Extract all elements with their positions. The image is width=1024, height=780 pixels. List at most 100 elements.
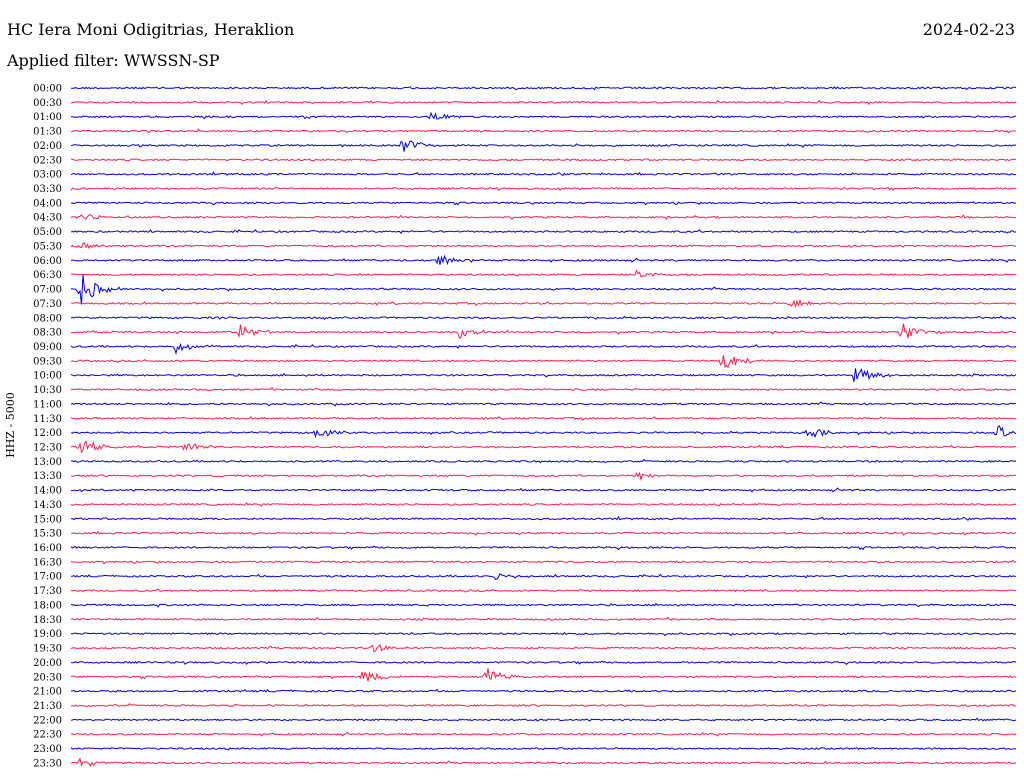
trace-line — [70, 368, 1017, 382]
time-tick-label: 16:30 — [33, 557, 62, 568]
time-tick-label: 21:00 — [33, 687, 62, 698]
trace-line — [70, 158, 1017, 162]
trace-line — [70, 545, 1017, 551]
trace-line — [70, 717, 1017, 722]
time-tick-label: 17:00 — [33, 572, 62, 583]
time-tick-label: 22:00 — [33, 715, 62, 726]
time-tick-label: 03:00 — [33, 170, 62, 181]
time-tick-label: 22:30 — [33, 730, 62, 741]
trace-line — [70, 588, 1017, 593]
trace-line — [70, 323, 1017, 339]
filter-label: Applied filter: WWSSN-SP — [7, 51, 220, 70]
trace-line — [70, 242, 1017, 250]
time-tick-label: 19:00 — [33, 629, 62, 640]
trace-line — [70, 631, 1017, 637]
trace-line — [70, 757, 1016, 767]
trace-line — [70, 471, 1017, 482]
time-tick-label: 02:30 — [33, 155, 62, 166]
time-tick-label: 06:30 — [33, 270, 62, 281]
time-tick-label: 01:00 — [33, 112, 62, 123]
trace-line — [70, 502, 1017, 507]
trace-line — [71, 573, 1017, 580]
time-tick-label: 23:30 — [33, 758, 62, 769]
trace-line — [70, 99, 1017, 106]
time-tick-label: 08:00 — [33, 313, 62, 324]
date-label: 2024-02-23 — [922, 20, 1015, 39]
time-tick-label: 13:00 — [33, 457, 62, 468]
time-tick-label: 12:30 — [33, 443, 62, 454]
trace-line — [70, 355, 1017, 369]
trace-line — [70, 171, 1016, 177]
trace-line — [70, 342, 1017, 355]
trace-line — [70, 425, 1017, 439]
time-tick-label: 02:00 — [33, 141, 62, 152]
trace-line — [70, 229, 1017, 235]
time-tick-label: 16:00 — [33, 543, 62, 554]
time-tick-label: 05:00 — [33, 227, 62, 238]
time-tick-label: 08:30 — [33, 328, 62, 339]
time-tick-label: 11:00 — [33, 399, 62, 410]
time-tick-label: 15:00 — [33, 514, 62, 525]
time-tick-label: 00:00 — [33, 84, 62, 95]
time-tick-label: 01:30 — [33, 127, 62, 138]
time-tick-label: 20:30 — [33, 672, 62, 683]
trace-line — [70, 315, 1017, 321]
time-tick-label: 14:30 — [33, 500, 62, 511]
time-tick-label: 04:30 — [33, 213, 62, 224]
time-tick-label: 14:00 — [33, 486, 62, 497]
trace-line — [70, 186, 1017, 192]
time-tick-label: 13:30 — [33, 471, 62, 482]
trace-line — [70, 140, 1017, 152]
trace-line — [70, 731, 1017, 737]
time-tick-label: 18:30 — [33, 615, 62, 626]
trace-line — [70, 254, 1017, 266]
trace-line — [70, 747, 1017, 751]
trace-line — [70, 386, 1016, 391]
time-tick-label: 05:30 — [33, 241, 62, 252]
time-tick-label: 07:30 — [33, 299, 62, 310]
trace-line — [70, 214, 1017, 220]
time-tick-label: 19:30 — [33, 644, 62, 655]
trace-line — [70, 616, 1017, 621]
trace-line — [70, 298, 1017, 308]
trace-line — [71, 86, 1017, 91]
trace-line — [70, 702, 1017, 708]
trace-line — [70, 644, 1017, 653]
time-tick-label: 09:30 — [33, 356, 62, 367]
time-tick-label: 03:30 — [33, 184, 62, 195]
trace-line — [70, 269, 1017, 278]
time-tick-label: 18:00 — [33, 600, 62, 611]
time-tick-label: 12:00 — [33, 428, 62, 439]
time-tick-label: 00:30 — [33, 98, 62, 109]
time-tick-label: 23:00 — [33, 744, 62, 755]
trace-line — [70, 274, 1017, 305]
trace-line — [70, 416, 1017, 421]
station-title: HC Iera Moni Odigitrias, Heraklion — [7, 20, 295, 39]
time-tick-label: 09:00 — [33, 342, 62, 353]
trace-line — [70, 688, 1017, 694]
trace-line — [70, 660, 1017, 666]
time-tick-label: 10:30 — [33, 385, 62, 396]
trace-line — [70, 515, 1017, 521]
time-tick-label: 04:00 — [33, 198, 62, 209]
trace-line — [70, 440, 1017, 454]
trace-line — [70, 530, 1017, 536]
trace-line — [70, 559, 1017, 565]
time-tick-label: 15:30 — [33, 529, 62, 540]
trace-line — [70, 458, 1017, 464]
trace-line — [71, 111, 1016, 120]
trace-line — [70, 401, 1017, 407]
time-tick-label: 21:30 — [33, 701, 62, 712]
trace-line — [70, 128, 1017, 134]
time-tick-label: 07:00 — [33, 285, 62, 296]
time-tick-label: 20:00 — [33, 658, 62, 669]
time-tick-label: 06:00 — [33, 256, 62, 267]
time-tick-label: 10:00 — [33, 371, 62, 382]
trace-line — [70, 602, 1017, 608]
time-tick-label: 17:30 — [33, 586, 62, 597]
time-tick-label: 11:30 — [33, 414, 62, 425]
trace-line — [70, 201, 1017, 206]
trace-line — [71, 487, 1016, 493]
